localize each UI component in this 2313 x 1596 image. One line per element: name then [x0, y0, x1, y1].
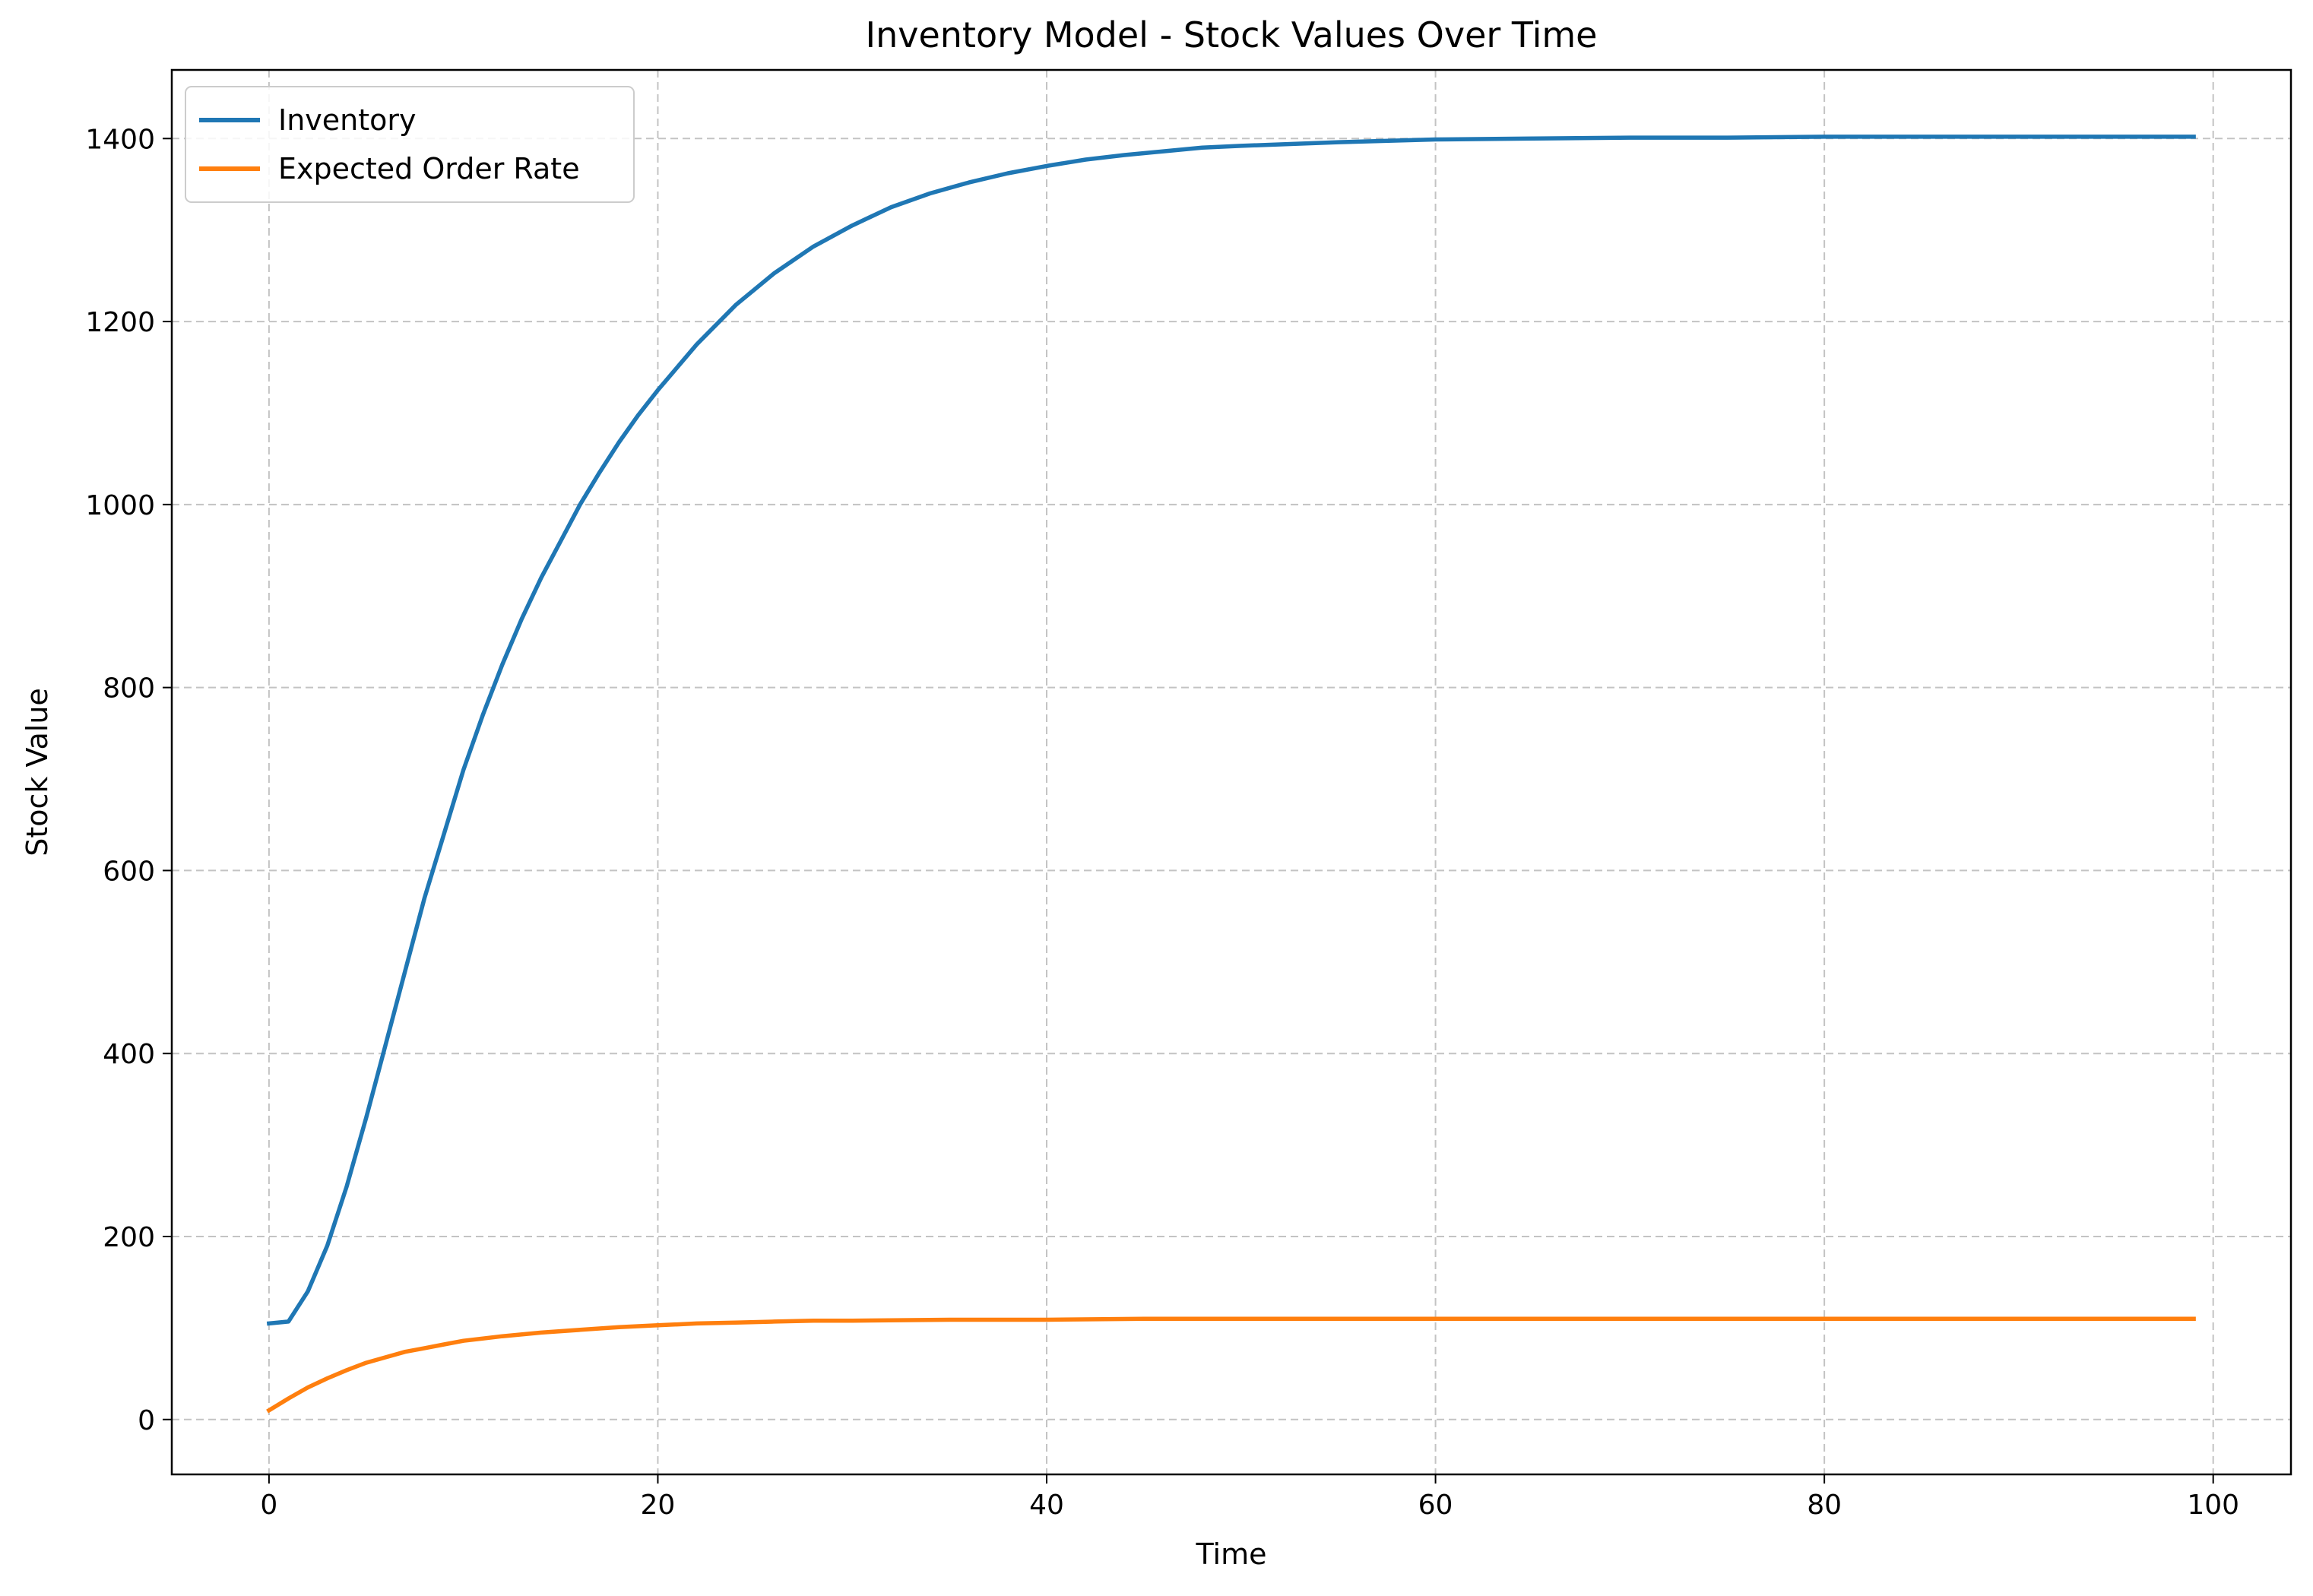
x-tick-label: 20 [641, 1490, 676, 1521]
series-line-2 [266, 1316, 2196, 1414]
x-tick-label: 80 [1807, 1490, 1842, 1521]
legend-label: Inventory [278, 103, 417, 137]
y-tick-label: 0 [138, 1405, 155, 1436]
plot-frame [170, 68, 2292, 1476]
y-tick-label: 800 [103, 673, 155, 705]
x-tick-label: 60 [1418, 1490, 1453, 1521]
series-layer [266, 135, 2196, 1414]
y-tick-label: 200 [103, 1222, 155, 1253]
y-axis-label: Stock Value [21, 688, 54, 857]
series-line-1 [266, 135, 2196, 1326]
x-tick-label: 0 [260, 1490, 277, 1521]
y-tick-label: 1000 [85, 490, 155, 521]
chart-title: Inventory Model - Stock Values Over Time [866, 14, 1598, 55]
legend-label: Expected Order Rate [278, 152, 580, 185]
y-tick-label: 1400 [85, 124, 155, 155]
y-tick-label: 400 [103, 1039, 155, 1070]
legend: Inventory Expected Order Rate [185, 86, 635, 203]
y-tick-label: 600 [103, 856, 155, 887]
x-tick-label: 40 [1029, 1490, 1064, 1521]
legend-box [185, 86, 635, 203]
x-axis-label: Time [1196, 1537, 1267, 1571]
x-tick-label: 100 [2187, 1490, 2239, 1521]
y-tick-label: 1200 [85, 307, 155, 338]
